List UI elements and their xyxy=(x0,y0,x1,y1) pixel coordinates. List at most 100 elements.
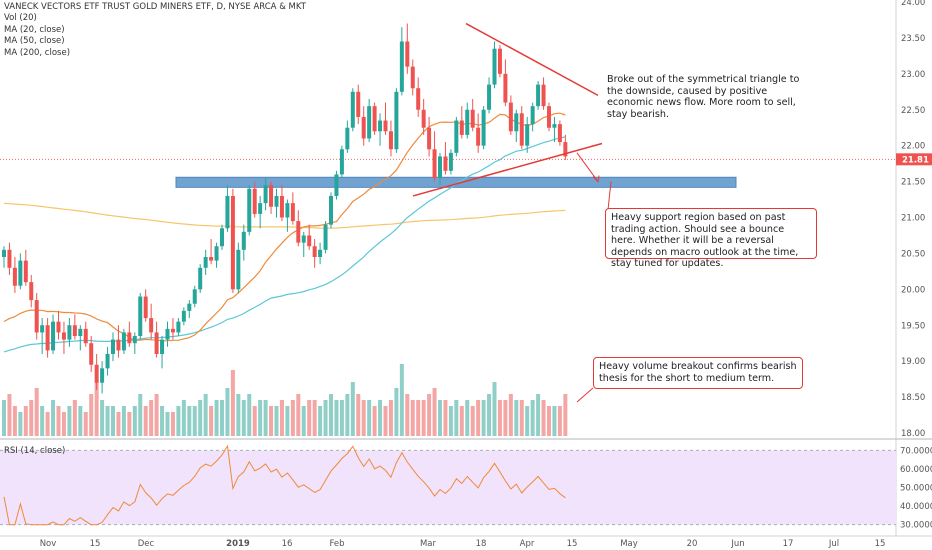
volume-bar xyxy=(214,400,219,436)
candle xyxy=(394,88,399,153)
volume-bar xyxy=(438,400,442,436)
candle-body xyxy=(274,195,279,207)
candle-body xyxy=(220,228,224,247)
candle-body xyxy=(121,332,126,351)
volume-bar xyxy=(209,406,214,436)
ma50-legend[interactable]: MA (50, close) xyxy=(4,36,65,47)
volume-bar xyxy=(89,394,94,436)
volume-bar xyxy=(481,400,486,436)
candle xyxy=(45,318,50,358)
ma200-legend[interactable]: MA (200, close) xyxy=(4,47,71,58)
volume-bar xyxy=(497,400,502,436)
candle-body xyxy=(410,66,415,89)
time-tick-label: 20 xyxy=(687,539,698,549)
candle xyxy=(170,318,175,340)
candle xyxy=(557,120,562,146)
rsi-band xyxy=(0,450,896,525)
volume-bar xyxy=(7,394,12,436)
volume-bar xyxy=(154,394,159,436)
volume-bar xyxy=(307,400,312,436)
candle xyxy=(514,109,519,143)
candle-body xyxy=(181,310,186,322)
candle xyxy=(274,188,279,218)
candle xyxy=(361,106,366,146)
volume-bar xyxy=(427,394,432,436)
candle xyxy=(236,242,241,293)
volume-bar xyxy=(492,382,497,436)
candle xyxy=(536,81,541,110)
last-price-tag xyxy=(896,153,932,166)
volume-bar xyxy=(23,406,28,436)
triangle-breakout-note[interactable]: Broke out of the symmetrical triangle to… xyxy=(607,74,800,120)
support-callout[interactable]: Heavy support region based on past tradi… xyxy=(605,208,817,269)
candle-body xyxy=(61,332,66,340)
breakout-arrow xyxy=(576,152,599,182)
candle xyxy=(383,102,388,135)
candle xyxy=(307,224,312,250)
candle-body xyxy=(416,88,421,110)
candle-body xyxy=(350,91,355,128)
candle-body xyxy=(269,185,274,207)
candle xyxy=(334,170,339,200)
rsi-legend[interactable]: RSI (14, close) xyxy=(4,446,66,456)
volume-bar xyxy=(318,406,323,436)
volume-bar xyxy=(421,400,426,436)
candle xyxy=(454,116,459,157)
volume-bar xyxy=(263,400,268,436)
candle-body xyxy=(56,321,61,333)
candle xyxy=(2,246,6,268)
candle-body xyxy=(383,120,388,132)
candle-body xyxy=(345,127,350,150)
candle-body xyxy=(536,84,541,107)
candle-body xyxy=(7,249,12,268)
ma20-legend[interactable]: MA (20, close) xyxy=(4,24,65,35)
candle-body xyxy=(339,149,344,175)
time-tick-label: Feb xyxy=(329,539,344,549)
volume-bar xyxy=(192,406,197,436)
volume-bar xyxy=(508,394,513,436)
candle-body xyxy=(525,124,530,146)
candle xyxy=(367,98,372,143)
volume-callout[interactable]: Heavy volume breakout confirms bearish t… xyxy=(593,357,803,389)
volume-bar xyxy=(465,400,470,436)
volume-bar xyxy=(198,400,203,436)
rsi-tick-label: 50.0000 xyxy=(900,484,932,494)
volume-bar xyxy=(2,400,6,436)
price-tick-label: 22.00 xyxy=(901,142,925,152)
triangle-upper-trendline xyxy=(465,22,599,97)
volume-bar xyxy=(356,394,361,436)
candle xyxy=(519,106,524,150)
candle xyxy=(459,106,464,139)
candle xyxy=(410,59,415,96)
volume-bar xyxy=(459,406,464,436)
volume-bar xyxy=(241,400,246,436)
candle-body xyxy=(312,246,317,258)
volume-bar xyxy=(247,394,252,436)
price-tick-label: 19.00 xyxy=(901,357,925,367)
candle xyxy=(563,134,568,161)
candle xyxy=(149,303,154,340)
volume-bar xyxy=(448,406,453,436)
candle-body xyxy=(111,339,115,354)
volume-legend[interactable]: Vol (20) xyxy=(4,13,37,24)
volume-bar xyxy=(67,406,72,436)
ma200-line xyxy=(3,202,566,229)
candle-body xyxy=(29,282,34,301)
candle-body xyxy=(388,131,393,150)
candle xyxy=(247,185,252,236)
price-tick-label: 18.00 xyxy=(901,429,925,439)
candle-body xyxy=(23,260,28,283)
candle xyxy=(552,116,557,143)
candle xyxy=(339,145,344,178)
candle-body xyxy=(285,203,290,218)
candle-body xyxy=(236,249,241,290)
candle-body xyxy=(508,102,513,132)
volume-bar xyxy=(78,406,83,436)
candle xyxy=(78,325,83,351)
candle-body xyxy=(45,325,50,351)
candle-body xyxy=(263,185,268,204)
time-tick-label: May xyxy=(620,539,638,549)
volume-bar xyxy=(405,394,410,436)
candle-body xyxy=(165,328,170,340)
